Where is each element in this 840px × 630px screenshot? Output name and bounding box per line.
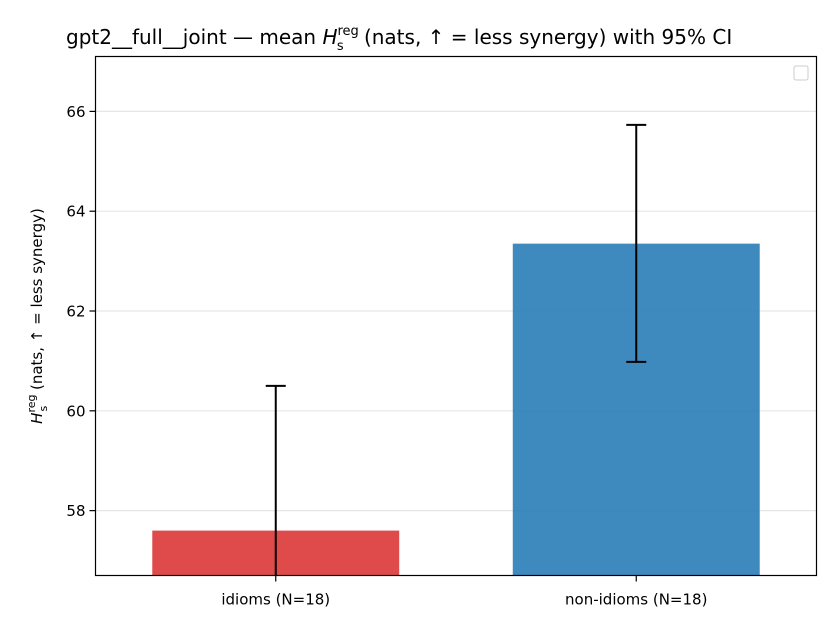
legend-box (793, 65, 809, 81)
y-tick-label: 58 (66, 502, 85, 520)
title-subscript: s (337, 39, 344, 54)
y-tick-label: 66 (66, 103, 85, 121)
x-tick-label: idioms (N=18) (221, 591, 330, 609)
ylabel-superscript: reg (25, 395, 38, 413)
y-axis-label: Hregs (nats, ↑ = less synergy) (25, 208, 50, 424)
error-bars (265, 123, 647, 576)
title-suffix: (nats, ↑ = less synergy) with 95% CI (358, 25, 733, 49)
title-superscript: reg (338, 24, 359, 39)
ylabel-subscript: s (37, 406, 50, 412)
y-tick-label: 64 (66, 203, 85, 221)
x-axis-ticks: idioms (N=18) non-idioms (N=18) (221, 575, 707, 609)
title-prefix: gpt2__full__joint — mean (66, 25, 322, 49)
y-tick-label: 60 (66, 402, 85, 420)
x-tick-label: non-idioms (N=18) (565, 591, 707, 609)
chart-title: gpt2__full__joint — mean Hreg s (nats, ↑ … (66, 24, 732, 54)
plot-frame (94, 55, 818, 577)
bars (152, 243, 760, 576)
title-symbol: H (322, 25, 337, 49)
ylabel-suffix: (nats, ↑ = less synergy) (28, 208, 46, 395)
ylabel-symbol: H (28, 413, 46, 424)
y-axis-ticks: 58 60 62 64 66 (66, 103, 96, 520)
y-tick-label: 62 (66, 303, 85, 321)
